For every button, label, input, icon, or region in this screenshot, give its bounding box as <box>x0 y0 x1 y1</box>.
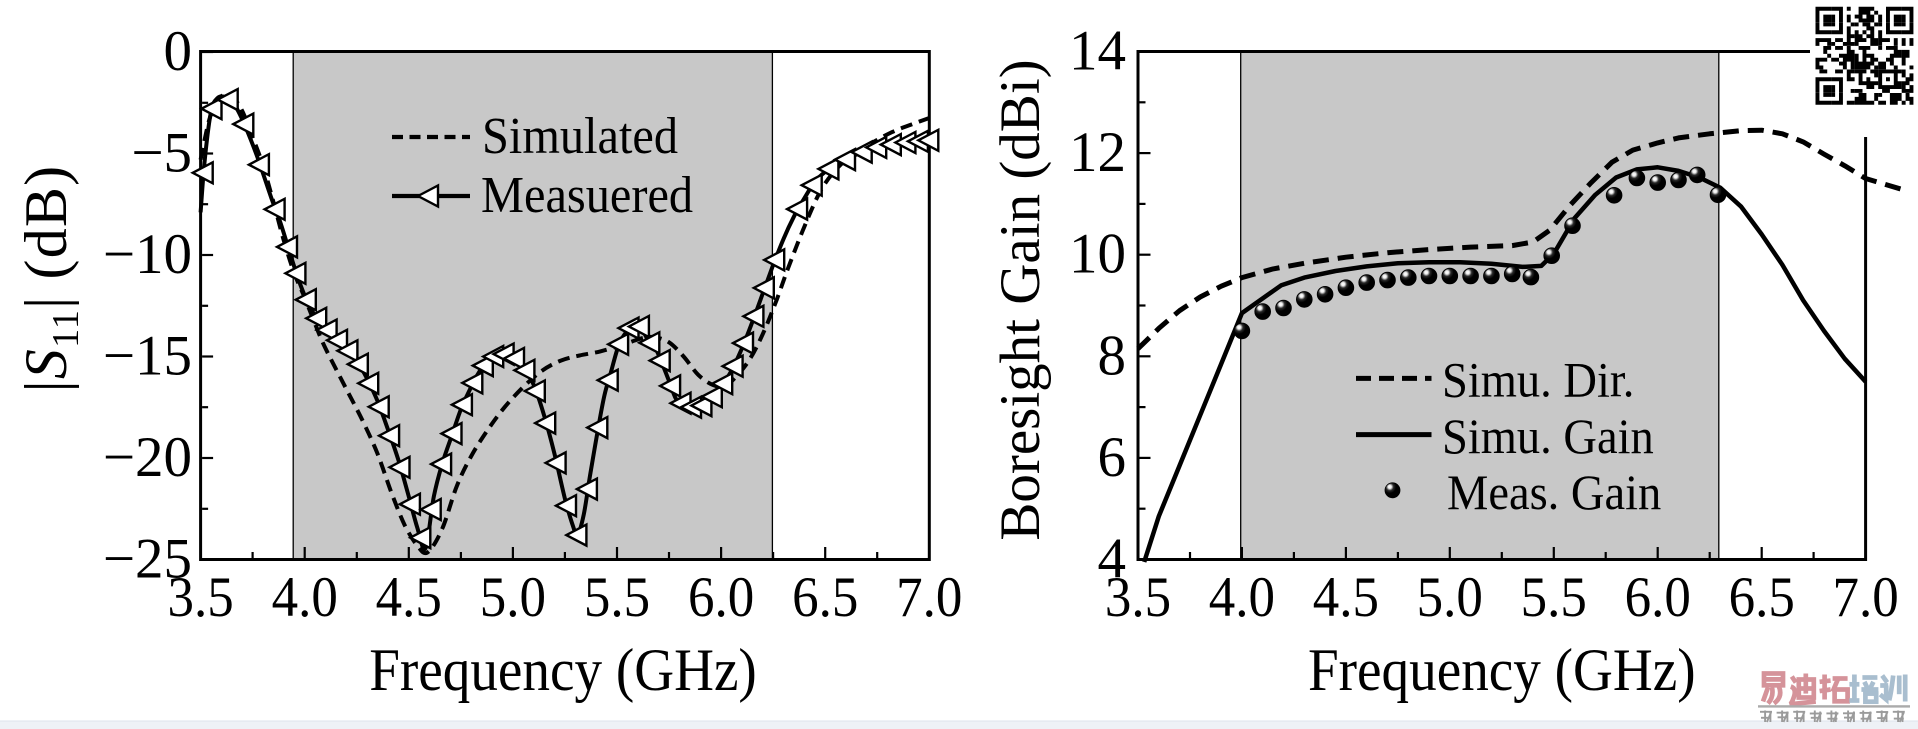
svg-text:12: 12 <box>1069 121 1126 184</box>
svg-text:7.0: 7.0 <box>1832 565 1898 628</box>
svg-text:4: 4 <box>1098 528 1127 591</box>
svg-text:4.5: 4.5 <box>1313 565 1379 628</box>
svg-text:7.0: 7.0 <box>896 565 962 628</box>
svg-text:6.5: 6.5 <box>1729 565 1795 628</box>
svg-text:Frequency (GHz): Frequency (GHz) <box>369 638 757 704</box>
svg-text:Measuered: Measuered <box>481 165 693 223</box>
svg-text:4.0: 4.0 <box>1209 565 1275 628</box>
svg-text:6.0: 6.0 <box>1625 565 1691 628</box>
svg-text:4.5: 4.5 <box>376 565 442 628</box>
svg-text:3.5: 3.5 <box>167 565 233 628</box>
svg-text:6.0: 6.0 <box>688 565 754 628</box>
svg-text:5.5: 5.5 <box>1521 565 1587 628</box>
svg-text:5.0: 5.0 <box>480 565 546 628</box>
svg-text:−10: −10 <box>103 223 192 286</box>
svg-text:−5: −5 <box>131 122 192 185</box>
svg-text:5.5: 5.5 <box>584 565 650 628</box>
svg-text:−15: −15 <box>103 325 192 388</box>
svg-text:6: 6 <box>1098 426 1127 489</box>
svg-text:Boresight Gain (dBi): Boresight Gain (dBi) <box>989 59 1052 540</box>
svg-text:8: 8 <box>1098 324 1127 387</box>
svg-text:Simu. Gain: Simu. Gain <box>1442 410 1654 465</box>
svg-text:Simu. Dir.: Simu. Dir. <box>1442 353 1634 408</box>
svg-text:5.0: 5.0 <box>1417 565 1483 628</box>
svg-text:6.5: 6.5 <box>792 565 858 628</box>
svg-text:−25: −25 <box>103 528 192 591</box>
svg-text:Simulated: Simulated <box>482 106 678 164</box>
svg-text:|S11| (dB): |S11| (dB) <box>13 165 87 393</box>
svg-text:−20: −20 <box>103 426 192 489</box>
svg-text:4.0: 4.0 <box>272 565 338 628</box>
svg-text:10: 10 <box>1069 223 1126 286</box>
svg-text:14: 14 <box>1069 20 1126 83</box>
svg-text:Frequency (GHz): Frequency (GHz) <box>1308 638 1696 704</box>
svg-text:0: 0 <box>164 20 193 83</box>
svg-text:Meas. Gain: Meas. Gain <box>1447 466 1661 521</box>
svg-text:3.5: 3.5 <box>1105 565 1171 628</box>
